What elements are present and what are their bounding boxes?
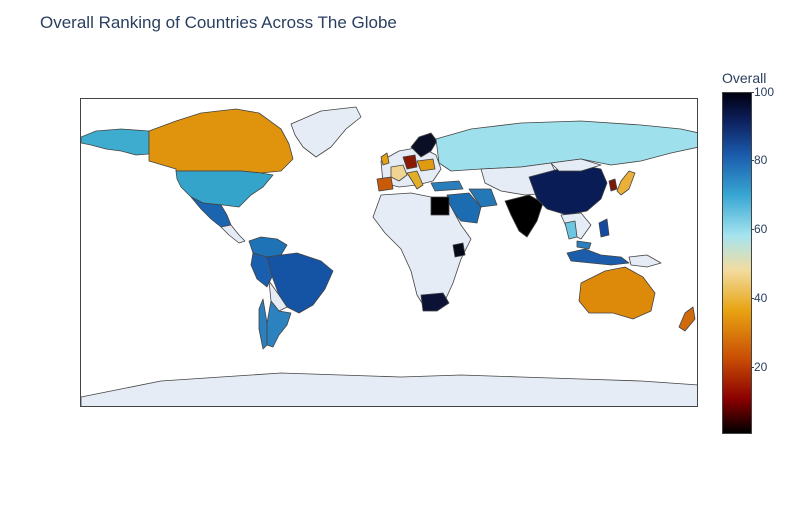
country-south-korea[interactable] xyxy=(608,178,618,192)
country-thailand[interactable] xyxy=(564,220,578,240)
colorbar-tick-40: 40 xyxy=(750,291,768,305)
country-france[interactable] xyxy=(390,164,408,182)
country-spain[interactable] xyxy=(376,176,394,192)
colorbar-tick-80: 80 xyxy=(750,153,768,167)
colorbar-tick-60: 60 xyxy=(750,222,768,236)
country-iran[interactable] xyxy=(468,188,498,208)
country-japan[interactable] xyxy=(616,170,636,196)
country-brazil[interactable] xyxy=(266,252,334,314)
greenland[interactable] xyxy=(290,106,362,158)
country-russia[interactable] xyxy=(435,120,698,172)
country-united-states[interactable] xyxy=(175,170,274,208)
antarctica[interactable] xyxy=(81,372,698,407)
country-kenya[interactable] xyxy=(452,242,466,258)
country-eastern-europe[interactable] xyxy=(416,158,436,172)
country-canada[interactable] xyxy=(148,108,294,174)
country-alaska[interactable] xyxy=(81,128,150,156)
country-germany[interactable] xyxy=(402,154,418,170)
colorbar-title: Overall xyxy=(722,70,767,86)
central-america[interactable] xyxy=(220,224,246,244)
papua[interactable] xyxy=(628,254,662,268)
country-italy[interactable] xyxy=(406,170,424,190)
map-frame[interactable] xyxy=(80,98,698,407)
country-india[interactable] xyxy=(504,194,544,238)
country-philippines[interactable] xyxy=(598,218,610,238)
colorbar xyxy=(722,92,752,434)
country-new-zealand[interactable] xyxy=(678,306,696,332)
country-turkey[interactable] xyxy=(430,180,464,192)
world-map[interactable] xyxy=(81,99,698,407)
country-malaysia[interactable] xyxy=(576,240,592,250)
country-indonesia[interactable] xyxy=(566,248,630,266)
country-south-africa[interactable] xyxy=(420,292,450,312)
country-egypt[interactable] xyxy=(430,196,450,216)
country-australia[interactable] xyxy=(578,266,656,320)
colorbar-tick-100: 100 xyxy=(750,85,775,99)
chart-title: Overall Ranking of Countries Across The … xyxy=(40,13,397,32)
country-chile[interactable] xyxy=(258,298,268,350)
country-mongolia[interactable] xyxy=(550,158,602,172)
country-united-kingdom[interactable] xyxy=(380,152,390,166)
colorbar-tick-20: 20 xyxy=(750,360,768,374)
